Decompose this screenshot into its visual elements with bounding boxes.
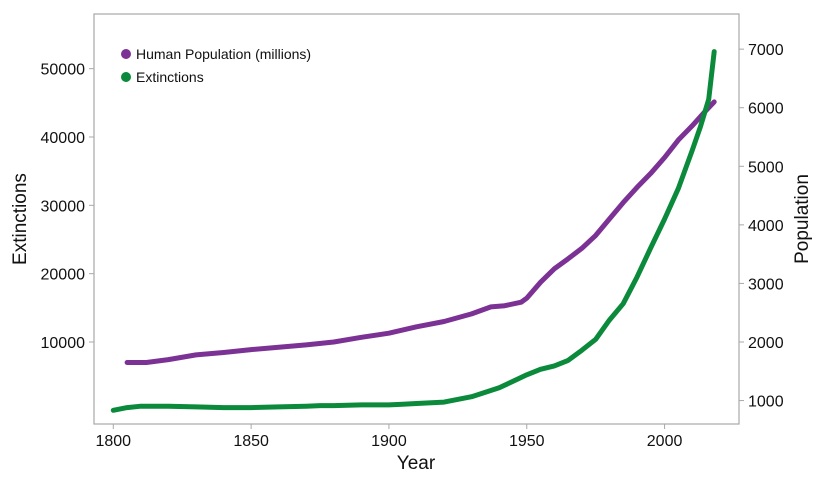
y-left-axis-title: Extinctions xyxy=(10,173,31,265)
plot-frame xyxy=(93,13,740,425)
series-line-human-population-millions xyxy=(124,99,717,365)
y-left-tick-label: 30000 xyxy=(41,198,86,215)
x-tick-label: 1950 xyxy=(509,433,545,450)
y-right-tick-label: 6000 xyxy=(748,101,784,118)
x-tick-label: 1850 xyxy=(233,433,269,450)
y-right-tick-label: 5000 xyxy=(748,159,784,176)
series-line-extinctions xyxy=(110,49,717,413)
y-right-axis-ticks: 1000 2000 3000 4000 5000 6000 7000 xyxy=(739,42,784,411)
x-axis-title: Year xyxy=(397,453,436,474)
y-left-tick-label: 20000 xyxy=(41,267,86,284)
y-left-tick-label: 10000 xyxy=(41,335,86,352)
x-axis-ticks: 1800 1850 1900 1950 2000 xyxy=(95,424,682,450)
legend-label-population: Human Population (millions) xyxy=(136,46,311,62)
series-layer xyxy=(110,49,717,413)
legend-marker-population xyxy=(121,49,131,59)
y-right-tick-label: 7000 xyxy=(748,42,784,59)
y-left-axis-ticks: 10000 20000 30000 40000 50000 xyxy=(41,62,94,352)
x-tick-label: 1800 xyxy=(95,433,131,450)
legend: Human Population (millions) Extinctions xyxy=(121,46,311,85)
y-right-axis-title: Population xyxy=(792,174,813,264)
legend-marker-extinctions xyxy=(121,72,131,82)
y-right-tick-label: 4000 xyxy=(748,218,784,235)
y-right-tick-label: 1000 xyxy=(748,394,784,411)
y-right-tick-label: 2000 xyxy=(748,335,784,352)
y-right-tick-label: 3000 xyxy=(748,276,784,293)
y-left-tick-label: 40000 xyxy=(41,130,86,147)
x-tick-label: 2000 xyxy=(647,433,683,450)
x-tick-label: 1900 xyxy=(371,433,407,450)
y-left-tick-label: 50000 xyxy=(41,62,86,79)
legend-label-extinctions: Extinctions xyxy=(136,69,204,85)
